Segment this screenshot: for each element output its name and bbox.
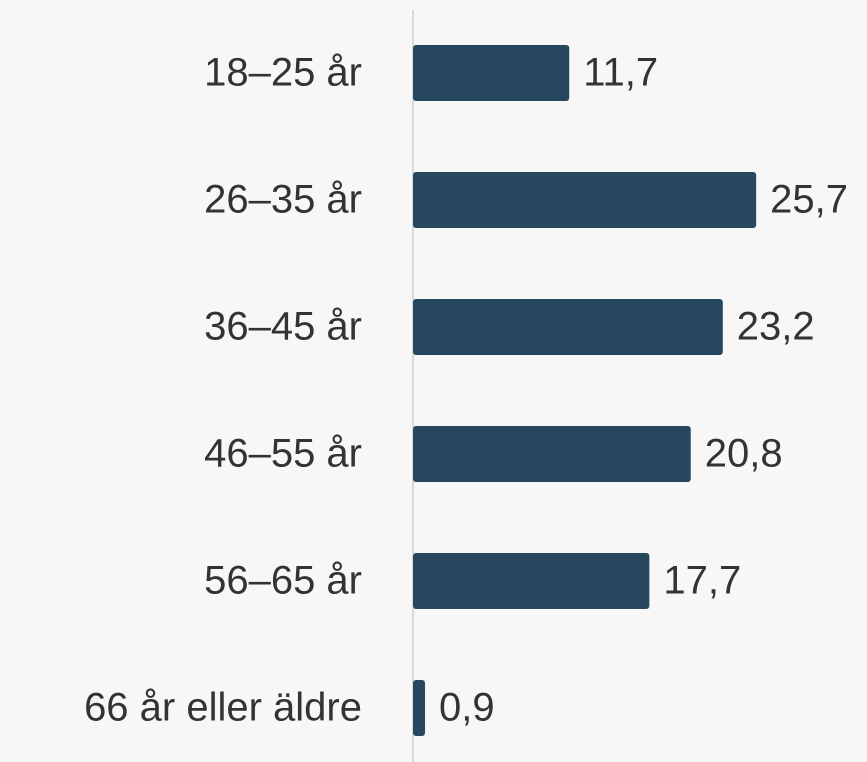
bar bbox=[413, 426, 691, 482]
value-label: 17,7 bbox=[663, 559, 741, 603]
y-tick-label: 26–35 år bbox=[204, 178, 362, 222]
bar bbox=[413, 680, 426, 736]
value-label: 11,7 bbox=[583, 51, 658, 95]
bar bbox=[413, 172, 757, 228]
y-tick-label: 36–45 år bbox=[204, 305, 362, 349]
y-tick-label: 46–55 år bbox=[204, 432, 362, 476]
value-label: 20,8 bbox=[705, 432, 783, 476]
y-tick-label: 56–65 år bbox=[204, 559, 362, 603]
bar bbox=[413, 553, 650, 609]
y-tick-label: 66 år eller äldre bbox=[84, 686, 362, 730]
bar bbox=[413, 45, 570, 101]
y-tick-label: 18–25 år bbox=[204, 51, 362, 95]
bar bbox=[413, 299, 723, 355]
value-label: 0,9 bbox=[439, 686, 495, 730]
value-label: 23,2 bbox=[737, 305, 815, 349]
value-label: 25,7 bbox=[770, 178, 848, 222]
